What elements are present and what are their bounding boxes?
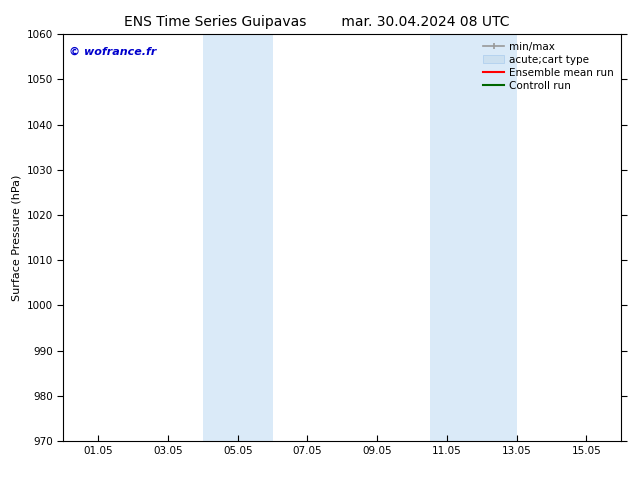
Legend: min/max, acute;cart type, Ensemble mean run, Controll run: min/max, acute;cart type, Ensemble mean … bbox=[481, 40, 616, 93]
Text: ENS Time Series Guipavas        mar. 30.04.2024 08 UTC: ENS Time Series Guipavas mar. 30.04.2024… bbox=[124, 15, 510, 29]
Bar bbox=[203, 34, 273, 441]
Bar bbox=[429, 34, 517, 441]
Y-axis label: Surface Pressure (hPa): Surface Pressure (hPa) bbox=[11, 174, 21, 301]
Text: © wofrance.fr: © wofrance.fr bbox=[69, 47, 157, 56]
